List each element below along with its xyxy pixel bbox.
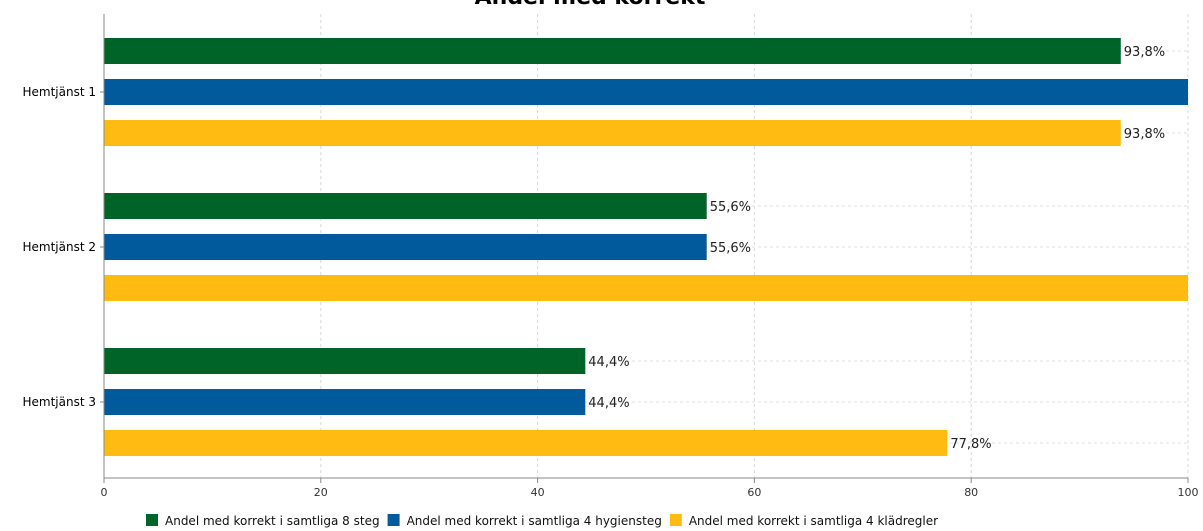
bar	[104, 348, 586, 374]
x-tick-label: 100	[1178, 486, 1199, 499]
data-label: 77,8%	[950, 437, 991, 452]
data-labels: 93,8% 93,8% 55,6% 55,6% 44,4% 44,4% 77,8%	[588, 45, 1165, 452]
legend-item: Andel med korrekt i samtliga 4 hygienste…	[387, 514, 662, 528]
legend-item: Andel med korrekt i samtliga 4 klädregle…	[669, 514, 938, 528]
category-label: Hemtjänst 2	[23, 240, 97, 254]
x-tick-label: 40	[531, 486, 545, 499]
legend-label: Andel med korrekt i samtliga 8 steg	[165, 514, 380, 528]
data-label: 93,8%	[1124, 45, 1165, 60]
x-tick-label: 80	[964, 486, 978, 499]
legend: Andel med korrekt i samtliga 8 steg Andel…	[146, 514, 938, 528]
data-label: 44,4%	[588, 396, 629, 411]
category-label: Hemtjänst 3	[23, 395, 97, 409]
bar	[104, 79, 1188, 105]
data-label: 55,6%	[710, 241, 751, 256]
bar	[104, 234, 707, 260]
chart-title: Andel med korrekt	[475, 0, 706, 10]
legend-item: Andel med korrekt i samtliga 8 steg	[146, 514, 380, 528]
legend-label: Andel med korrekt i samtliga 4 hygienste…	[407, 514, 662, 528]
legend-swatch	[146, 514, 158, 526]
legend-label: Andel med korrekt i samtliga 4 klädregle…	[689, 514, 938, 528]
axes: 0 20 40 60 80 100 Hemtjänst 1 Hemtjänst 2 Hemtjä…	[23, 14, 1199, 499]
bar	[104, 193, 707, 219]
bar	[104, 275, 1188, 301]
bar	[104, 120, 1121, 146]
data-label: 44,4%	[588, 355, 629, 370]
data-label: 93,8%	[1124, 127, 1165, 142]
bars	[104, 38, 1188, 456]
x-tick-label: 60	[747, 486, 761, 499]
x-tick-label: 0	[101, 486, 108, 499]
category-label: Hemtjänst 1	[23, 85, 97, 99]
x-tick-label: 20	[314, 486, 328, 499]
bar	[104, 389, 586, 415]
data-label: 55,6%	[710, 200, 751, 215]
legend-swatch	[387, 514, 400, 526]
bar	[104, 38, 1121, 64]
legend-swatch	[669, 514, 682, 526]
bar	[104, 430, 948, 456]
